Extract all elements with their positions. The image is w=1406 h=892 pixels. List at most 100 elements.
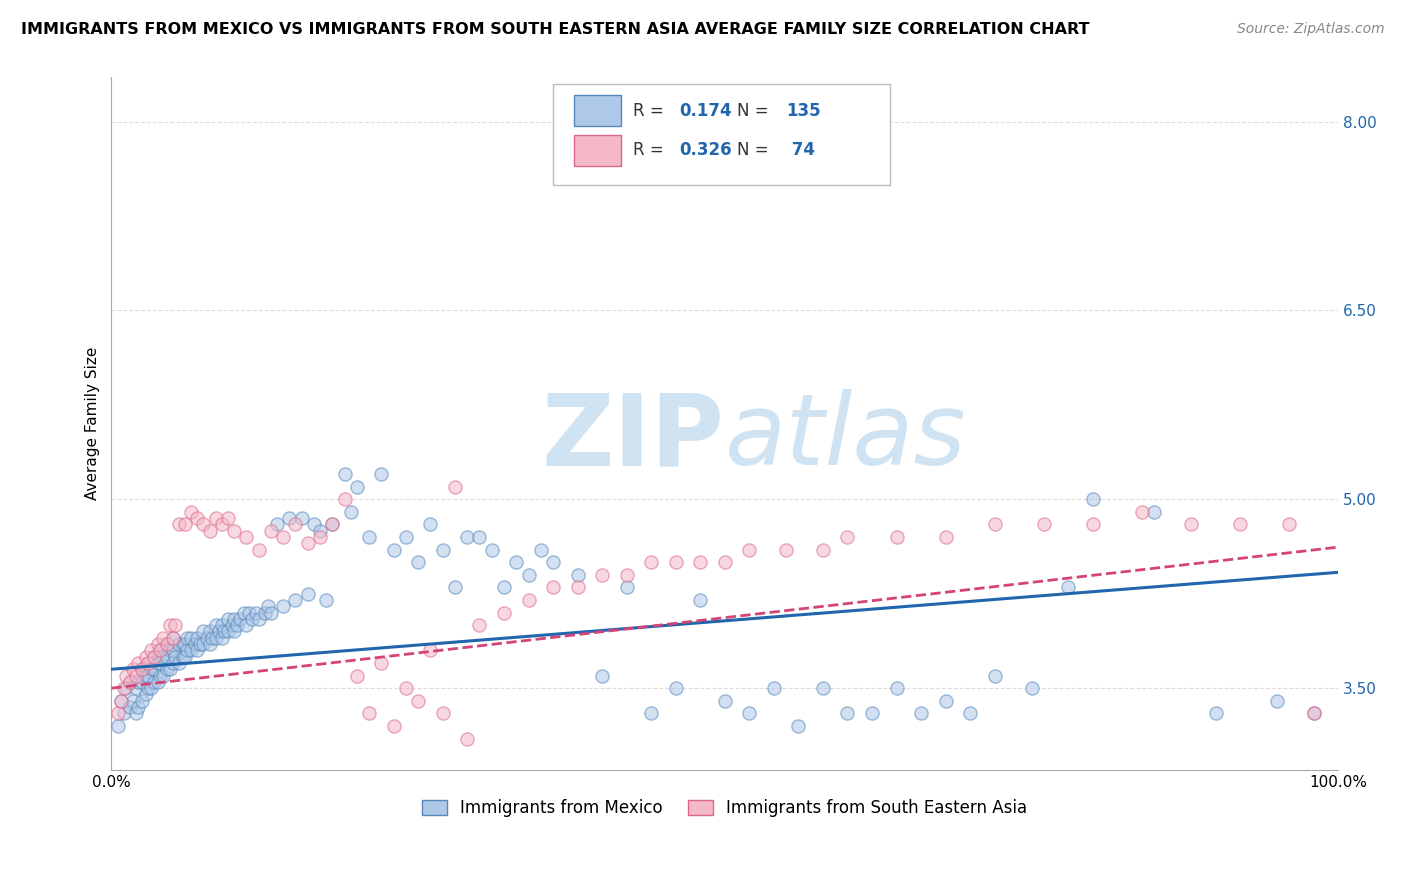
Text: IMMIGRANTS FROM MEXICO VS IMMIGRANTS FROM SOUTH EASTERN ASIA AVERAGE FAMILY SIZE: IMMIGRANTS FROM MEXICO VS IMMIGRANTS FRO… [21,22,1090,37]
Point [162,631,184,645]
Point [112,681,135,695]
Point [1032,517,1054,532]
Point [118,700,141,714]
Point [738,542,761,557]
Point [357,706,380,721]
Point [481,542,503,557]
Point [152,631,174,645]
Legend: Immigrants from Mexico, Immigrants from South Eastern Asia: Immigrants from Mexico, Immigrants from … [415,793,1035,824]
Point [222,624,245,639]
Point [217,511,239,525]
Point [149,643,172,657]
Point [180,505,202,519]
Point [1205,706,1227,721]
Point [201,631,224,645]
Point [492,606,515,620]
Point [505,555,527,569]
Point [284,593,307,607]
Point [714,555,737,569]
Point [208,624,231,639]
Point [112,706,135,721]
Point [616,567,638,582]
Point [468,530,491,544]
Point [235,618,257,632]
Point [180,631,202,645]
Point [456,731,478,746]
Point [689,593,711,607]
Point [139,643,162,657]
Point [176,643,198,657]
Point [217,624,239,639]
Point [125,668,148,682]
Point [162,643,184,657]
Point [591,567,613,582]
Point [110,694,132,708]
Point [266,517,288,532]
Point [346,668,368,682]
Point [309,530,332,544]
Point [1081,492,1104,507]
Point [309,524,332,538]
Point [775,542,797,557]
Point [432,706,454,721]
Point [165,618,187,632]
Point [135,668,157,682]
Point [146,656,169,670]
Point [1130,505,1153,519]
Point [149,656,172,670]
Point [689,555,711,569]
Point [1229,517,1251,532]
Point [567,567,589,582]
Point [152,668,174,682]
Point [186,631,208,645]
Point [188,637,211,651]
Text: N =: N = [737,102,773,120]
Point [127,674,149,689]
Point [339,505,361,519]
Point [517,567,540,582]
Point [616,581,638,595]
Point [107,719,129,733]
Point [640,555,662,569]
Point [935,530,957,544]
Point [186,511,208,525]
Point [395,530,418,544]
Point [714,694,737,708]
Point [271,599,294,614]
Text: R =: R = [633,102,669,120]
Point [127,700,149,714]
Point [221,618,243,632]
Point [738,706,761,721]
Point [222,612,245,626]
Point [139,662,162,676]
Point [193,517,215,532]
Point [149,643,172,657]
Point [935,694,957,708]
Point [640,706,662,721]
Point [198,637,221,651]
Point [135,649,157,664]
Point [302,517,325,532]
Point [1081,517,1104,532]
Point [419,517,441,532]
Point [260,606,283,620]
Point [136,668,159,682]
Text: ZIP: ZIP [541,389,725,486]
Point [165,649,187,664]
Point [204,631,226,645]
Text: 0.326: 0.326 [679,141,733,159]
Point [567,581,589,595]
Point [125,681,148,695]
Point [395,681,418,695]
Text: R =: R = [633,141,669,159]
Point [333,467,356,481]
Point [541,555,564,569]
Point [1057,581,1080,595]
Point [357,530,380,544]
Point [541,581,564,595]
Point [456,530,478,544]
Point [346,480,368,494]
Point [837,706,859,721]
Point [193,637,215,651]
Point [278,511,301,525]
